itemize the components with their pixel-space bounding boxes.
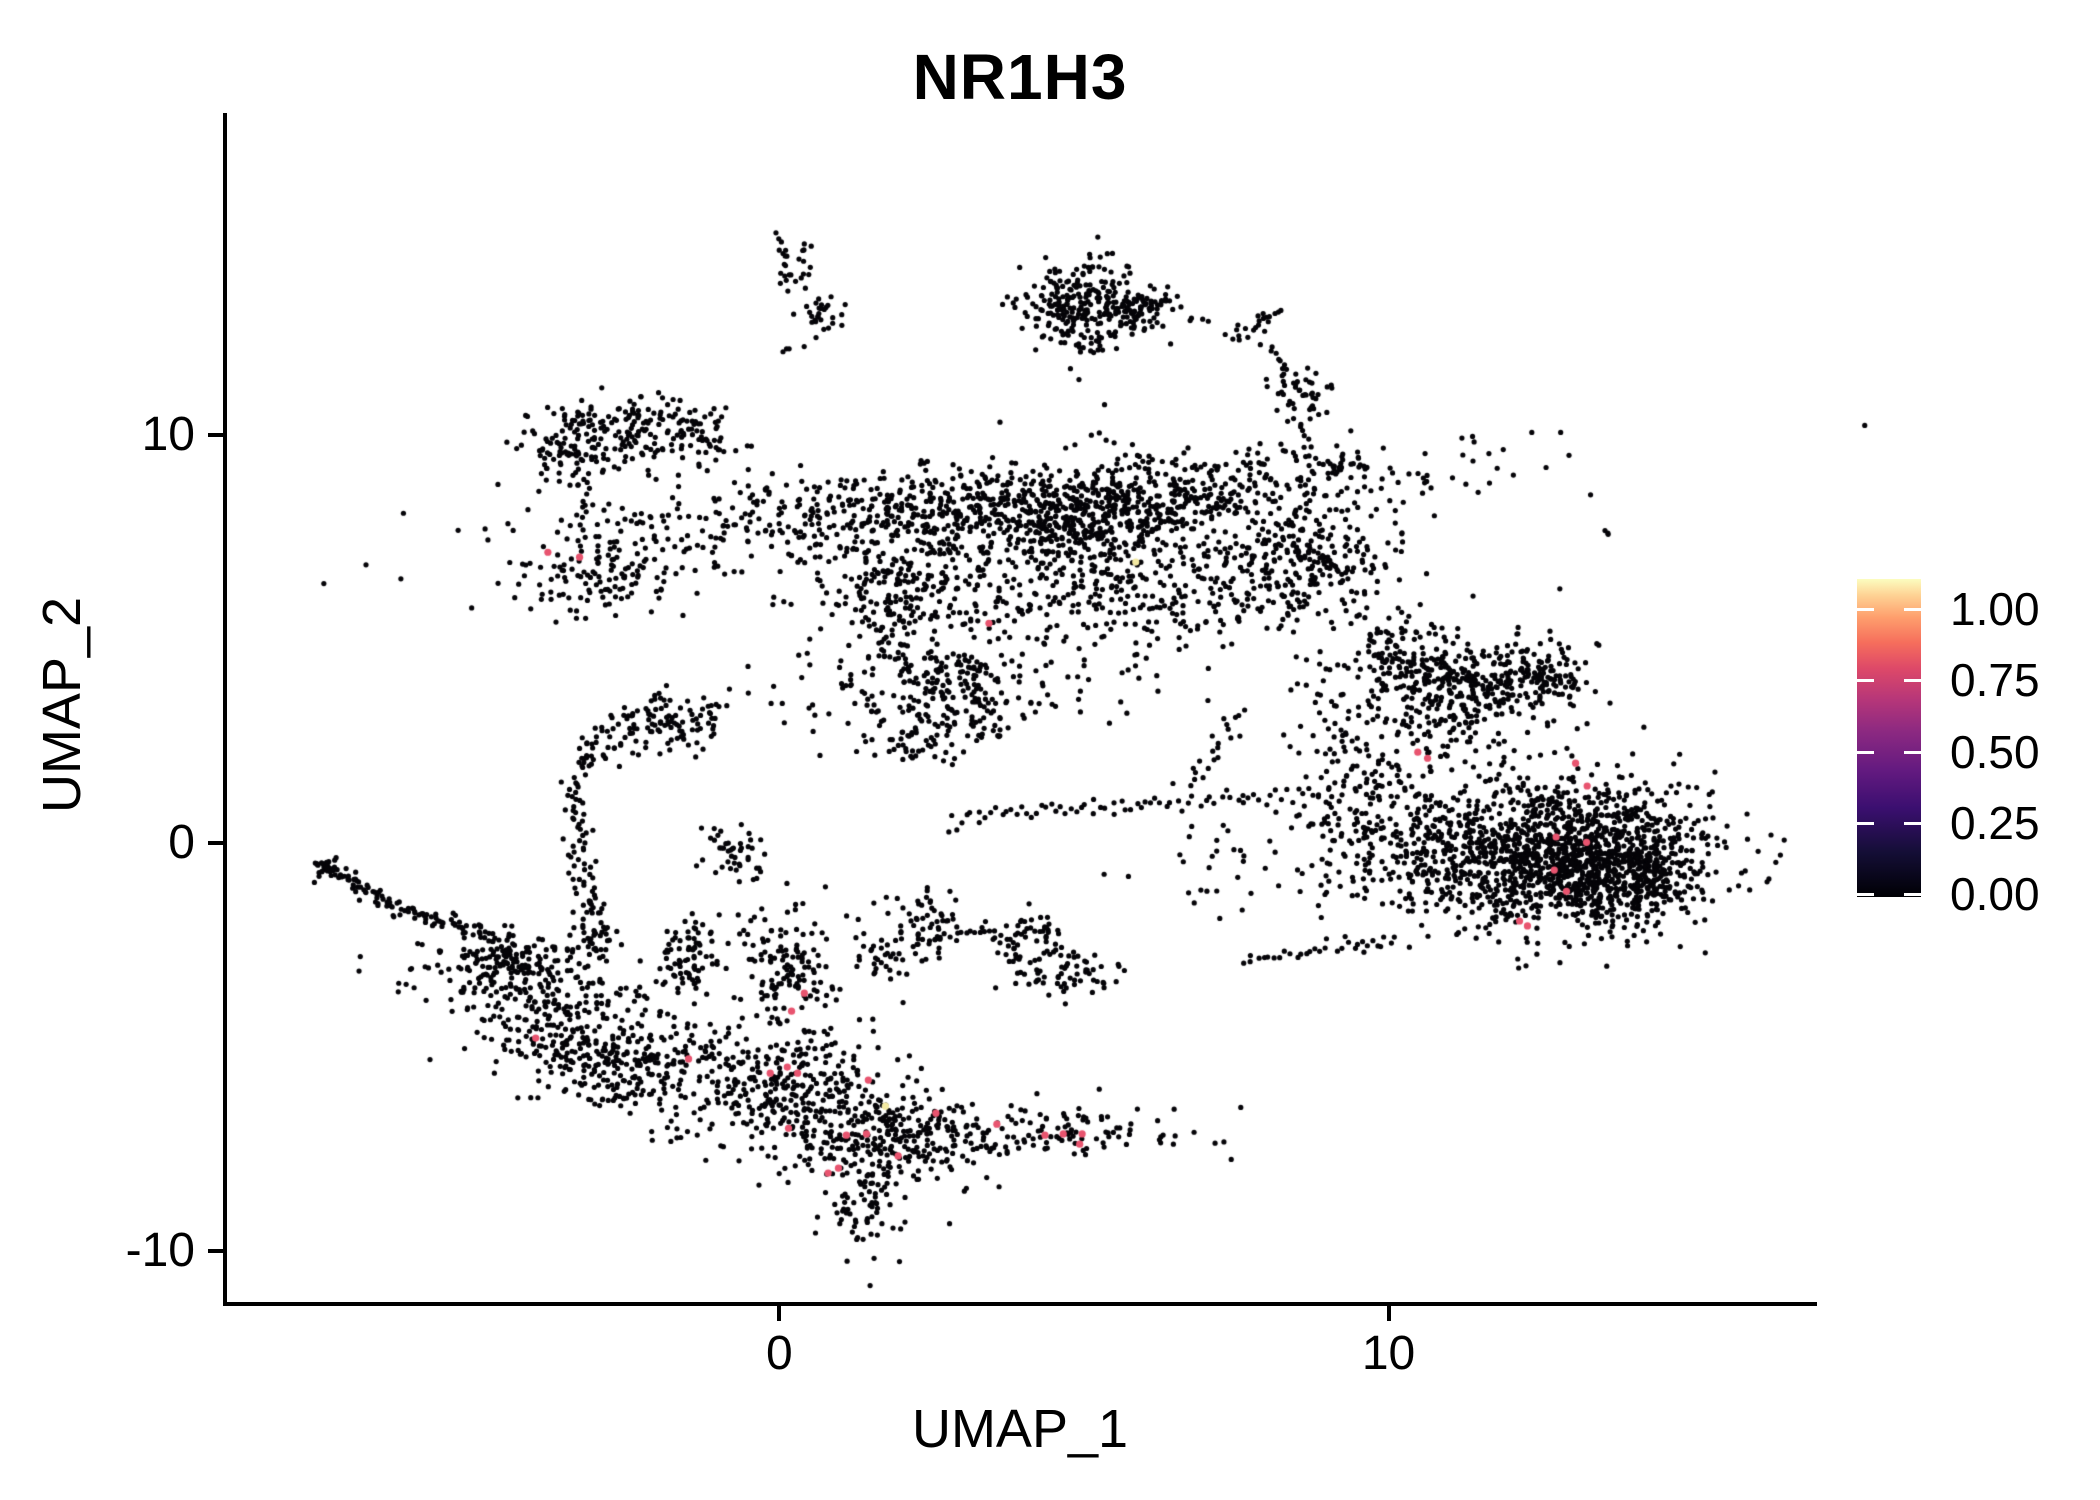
y-tick-mark xyxy=(208,841,223,846)
colorbar-tick-mark xyxy=(1857,679,1874,683)
y-tick-label: 0 xyxy=(168,816,195,870)
colorbar-tick-mark xyxy=(1904,893,1921,896)
colorbar-tick-mark xyxy=(1904,679,1921,683)
colorbar-tick-label: 1.00 xyxy=(1950,583,2040,635)
x-tick-label: 0 xyxy=(766,1327,793,1380)
colorbar-tick-mark xyxy=(1904,821,1921,825)
colorbar-tick-mark xyxy=(1857,608,1874,611)
x-tick-label: 10 xyxy=(1361,1327,1416,1380)
colorbar-tick-label: 0.00 xyxy=(1950,868,2040,920)
x-axis-title: UMAP_1 xyxy=(911,1399,1129,1459)
y-tick-label: 10 xyxy=(141,408,195,462)
y-tick-mark xyxy=(208,1249,223,1253)
colorbar-tick-mark xyxy=(1857,750,1874,754)
expression-colorbar xyxy=(1857,579,1921,897)
colorbar-tick-mark xyxy=(1904,608,1921,611)
y-axis-line xyxy=(223,113,227,1306)
colorbar-tick-mark xyxy=(1857,821,1874,825)
x-tick-mark xyxy=(1386,1306,1391,1321)
chart-title: NR1H3 xyxy=(912,41,1128,113)
y-tick-label: -10 xyxy=(125,1224,195,1277)
colorbar-tick-mark xyxy=(1857,893,1874,896)
colorbar-tick-mark xyxy=(1904,750,1921,754)
colorbar-tick-label: 0.75 xyxy=(1950,654,2040,707)
colorbar-tick-label: 0.25 xyxy=(1950,796,2040,849)
colorbar-tick-label: 0.50 xyxy=(1950,725,2040,778)
x-tick-mark xyxy=(777,1306,782,1321)
x-axis-line xyxy=(223,1302,1817,1306)
y-axis-title: UMAP_2 xyxy=(32,596,92,814)
y-tick-mark xyxy=(208,433,223,438)
